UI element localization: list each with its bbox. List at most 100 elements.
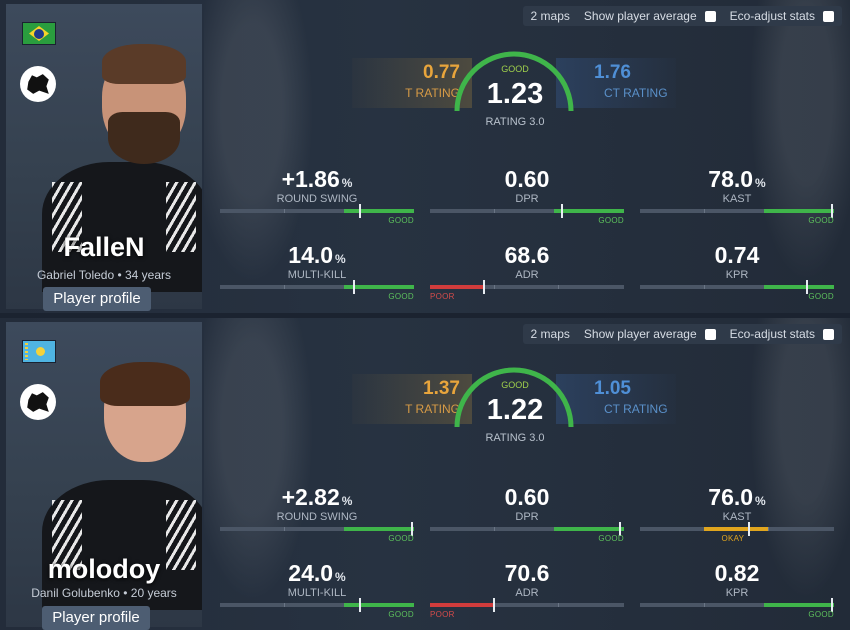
player-name: FalleN <box>63 232 145 262</box>
stat-value: 0.74 <box>640 242 834 268</box>
bar-tick <box>704 209 706 213</box>
rating-label: RATING 3.0 <box>485 432 545 444</box>
stat-bar-fill <box>430 603 495 607</box>
stat-bar: GOOD <box>640 598 834 619</box>
eco-adjust-checkbox[interactable] <box>823 328 834 340</box>
stat-marker <box>560 204 563 218</box>
bar-tick <box>284 285 286 289</box>
furia-panther-icon[interactable] <box>20 384 56 420</box>
stat-grade: OKAY <box>721 534 745 543</box>
stat-marker <box>411 522 414 536</box>
brazil-flag-icon <box>22 22 56 45</box>
stat-bar: OKAY <box>640 522 834 543</box>
stat-label: ROUND SWING <box>276 193 358 205</box>
rating-summary: 1.37 T RATING 1.05 CT RATING GOOD 1.22 R… <box>352 367 676 444</box>
bar-tick <box>494 527 496 531</box>
bar-tick <box>284 603 286 607</box>
stat-bar: GOOD <box>430 522 624 543</box>
stat-round-swing: +1.86% ROUND SWING GOOD <box>220 166 414 225</box>
stat-kast: 76.0% KAST OKAY <box>640 484 834 543</box>
stat-adr: 68.6 ADR POOR <box>430 242 624 301</box>
stat-bar-fill <box>430 285 485 289</box>
stat-value: 68.6 <box>430 242 624 268</box>
stat-number: +2.82 <box>281 484 340 510</box>
stat-grade: GOOD <box>388 292 414 301</box>
t-rating-label: T RATING <box>405 86 460 100</box>
bar-tick <box>558 285 560 289</box>
stat-multi-kill: 24.0% MULTI-KILL GOOD <box>220 560 414 619</box>
stat-bar-fill <box>344 603 414 607</box>
bar-tick <box>494 209 496 213</box>
stat-label: ADR <box>515 269 539 281</box>
stat-grade: GOOD <box>388 610 414 619</box>
stat-value: +2.82% <box>220 484 414 510</box>
stat-bar-fill <box>764 285 834 289</box>
stat-value: 70.6 <box>430 560 624 586</box>
player-profile-button[interactable]: Player profile <box>42 606 150 630</box>
stat-number: +1.86 <box>281 166 340 192</box>
background-gasmask-image <box>740 0 850 313</box>
stat-marker <box>831 598 834 612</box>
maps-count[interactable]: 2 maps <box>530 327 570 341</box>
furia-panther-icon[interactable] <box>20 66 56 102</box>
stats-options-bar: 2 maps Show player average Eco-adjust st… <box>522 6 842 26</box>
show-average-checkbox[interactable] <box>704 328 716 340</box>
bar-tick <box>494 285 496 289</box>
stat-number: 0.60 <box>504 484 550 510</box>
stat-bar-fill <box>764 209 834 213</box>
stat-number: 0.60 <box>504 166 550 192</box>
rating-summary: 0.77 T RATING 1.76 CT RATING GOOD 1.23 R… <box>352 51 676 128</box>
stat-value: 0.60 <box>430 484 624 510</box>
stat-value: 76.0% <box>640 484 834 510</box>
t-rating-value: 0.77 <box>423 62 460 83</box>
stat-unit: % <box>755 176 766 190</box>
stat-marker <box>483 280 486 294</box>
player-name: molodoy <box>47 554 161 584</box>
eco-adjust-checkbox[interactable] <box>823 10 834 22</box>
ct-rating-label: CT RATING <box>604 402 668 416</box>
eco-adjust-toggle[interactable]: Eco-adjust stats <box>730 327 834 341</box>
stat-number: 0.82 <box>714 560 760 586</box>
player-photo <box>34 362 202 610</box>
show-player-average-toggle[interactable]: Show player average <box>584 9 716 23</box>
stat-bar-fill <box>344 527 414 531</box>
stat-marker <box>805 280 808 294</box>
stat-marker <box>619 522 622 536</box>
show-average-checkbox[interactable] <box>704 10 716 22</box>
stat-unit: % <box>335 570 346 584</box>
eco-adjust-toggle[interactable]: Eco-adjust stats <box>730 9 834 23</box>
ct-rating-label: CT RATING <box>604 86 668 100</box>
ct-rating-value: 1.05 <box>594 378 631 399</box>
bar-tick <box>284 209 286 213</box>
stat-value: +1.86% <box>220 166 414 192</box>
stat-grade: GOOD <box>808 292 834 301</box>
stat-value: 0.82 <box>640 560 834 586</box>
stat-grade: POOR <box>430 292 455 301</box>
stat-grade: GOOD <box>598 534 624 543</box>
rating-gauge <box>454 367 574 428</box>
stat-bar-fill <box>704 527 769 531</box>
rating-value: 1.23 <box>486 78 544 110</box>
stat-value: 78.0% <box>640 166 834 192</box>
player-profile-button[interactable]: Player profile <box>43 287 151 311</box>
stat-bar: GOOD <box>220 598 414 619</box>
stat-dpr: 0.60 DPR GOOD <box>430 484 624 543</box>
stat-number: 68.6 <box>504 242 550 268</box>
stat-value: 14.0% <box>220 242 414 268</box>
player-card-fallen: FalleN Gabriel Toledo • 34 years Player … <box>0 0 850 313</box>
player-realname-age: Gabriel Toledo • 34 years <box>36 268 172 282</box>
maps-count[interactable]: 2 maps <box>530 9 570 23</box>
stat-bar-fill <box>554 527 624 531</box>
stat-number: 76.0 <box>708 484 754 510</box>
stat-unit: % <box>335 252 346 266</box>
stat-value: 0.60 <box>430 166 624 192</box>
t-rating-value: 1.37 <box>423 378 460 399</box>
show-player-average-toggle[interactable]: Show player average <box>584 327 716 341</box>
stat-label: KPR <box>725 587 749 599</box>
stat-kast: 78.0% KAST GOOD <box>640 166 834 225</box>
stat-kpr: 0.74 KPR GOOD <box>640 242 834 301</box>
stat-bar: POOR <box>430 598 624 619</box>
stat-number: 70.6 <box>504 560 550 586</box>
stat-unit: % <box>755 494 766 508</box>
stat-bar: GOOD <box>220 522 414 543</box>
